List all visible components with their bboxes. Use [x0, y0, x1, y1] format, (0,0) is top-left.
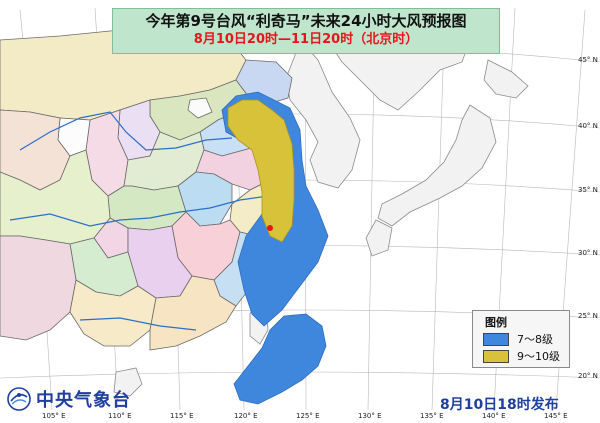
issue-time: 8月10日18时发布	[440, 397, 559, 413]
latitude-tick: 35° N	[578, 186, 598, 194]
latitude-tick: 30° N	[578, 249, 598, 257]
legend-title: 图例	[485, 316, 507, 329]
japan-hokkaido	[483, 59, 529, 99]
hainan	[113, 367, 143, 397]
longitude-tick: 125° E	[296, 412, 320, 420]
latitude-tick: 20° N	[578, 372, 598, 380]
yellow-river	[19, 111, 233, 151]
yangtze-river	[9, 195, 269, 227]
legend-item-level-9-10: 9～10级	[483, 349, 560, 363]
longitude-tick: 145° E	[544, 412, 568, 420]
province-guangdong	[149, 275, 237, 351]
organization-block: 中央气象台	[6, 386, 131, 412]
legend-item-level-7-8: 7～8级	[483, 332, 553, 346]
legend-label: 7～8级	[517, 333, 553, 346]
gale-area-level-9-10	[227, 99, 295, 243]
legend-label: 9～10级	[517, 350, 560, 363]
japan-kyushu	[365, 219, 393, 257]
longitude-tick: 135° E	[420, 412, 444, 420]
rivers	[9, 111, 269, 331]
typhoon-center-marker	[267, 225, 273, 231]
map-subtitle: 8月10日20时—11日20时（北京时）	[193, 32, 419, 47]
longitude-tick: 130° E	[358, 412, 382, 420]
legend-swatch-blue	[483, 332, 509, 346]
longitude-tick: 120° E	[234, 412, 258, 420]
legend-swatch-yellow	[483, 349, 509, 363]
latitude-tick: 25° N	[578, 312, 598, 320]
map-title: 今年第9号台风“利奇马”未来24小时大风预报图	[145, 12, 467, 30]
longitude-tick: 115° E	[170, 412, 194, 420]
province-beijing-tianjin	[187, 97, 213, 119]
longitude-tick: 140° E	[482, 412, 506, 420]
organization-name: 中央气象台	[36, 390, 131, 411]
gale-area-level-7-8-south	[233, 313, 327, 405]
title-box: 今年第9号台风“利奇马”未来24小时大风预报图 8月10日20时—11日20时（…	[112, 8, 500, 54]
japan-honshu	[377, 104, 497, 227]
pearl-river	[79, 317, 197, 331]
longitude-tick: 110° E	[108, 412, 132, 420]
latitude-tick: 45° N	[578, 56, 598, 64]
cma-logo-icon	[7, 387, 31, 411]
latitude-tick: 40° N	[578, 122, 598, 130]
longitude-tick: 105° E	[42, 412, 66, 420]
legend: 图例 7～8级 9～10级	[472, 310, 570, 368]
